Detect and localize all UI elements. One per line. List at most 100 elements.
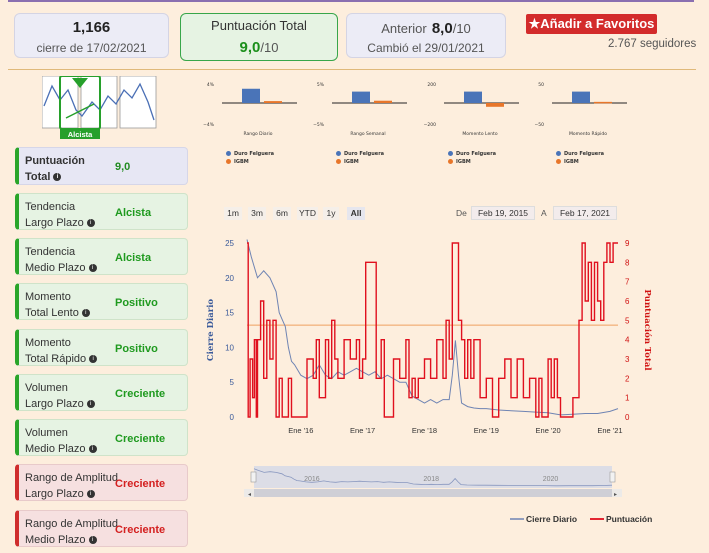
mini-bar-series1	[242, 88, 260, 103]
info-icon[interactable]: i	[88, 445, 97, 454]
sidebar-item-label: Volumen Medio Plazo i	[25, 425, 97, 457]
mini-chart: 4% −4% Rango Diario	[203, 82, 297, 137]
score-card: Puntuación Total 9,0/10	[180, 13, 338, 61]
range-button[interactable]: 1m	[224, 207, 242, 220]
mini-bar-series1	[464, 91, 482, 103]
mini-bar-series1	[352, 91, 370, 103]
right-axis-tick: 3	[625, 355, 630, 364]
navigator-right-handle[interactable]	[609, 471, 616, 483]
mini-legend-label: Duro Felguera	[234, 151, 275, 157]
info-icon[interactable]: i	[89, 355, 98, 364]
to-date-input[interactable]: Feb 17, 2021	[553, 206, 617, 220]
from-label: De	[456, 208, 467, 218]
mini-legend-item[interactable]: IGBM	[226, 159, 249, 165]
range-button[interactable]: YTD	[297, 207, 318, 220]
mini-chart-title: Momento Rápido	[569, 130, 607, 137]
mini-legend-item[interactable]: IGBM	[336, 159, 359, 165]
sidebar-item[interactable]: Rango de Amplitud Largo Plazo i Creciente	[15, 464, 188, 501]
info-icon[interactable]: i	[88, 536, 97, 545]
sidebar-item-title: Momento	[25, 291, 71, 303]
right-axis-tick: 0	[625, 413, 630, 422]
range-button[interactable]: 6m	[273, 207, 291, 220]
sidebar-item-subtitle-text: Total	[25, 171, 51, 183]
sidebar-item[interactable]: Momento Total Rápido i Positivo	[15, 329, 188, 366]
from-date-input[interactable]: Feb 19, 2015	[471, 206, 535, 220]
mini-legend-item[interactable]: Duro Felguera	[448, 151, 496, 157]
mini-ymin: −200	[424, 122, 436, 128]
navigator-left-handle[interactable]	[250, 471, 257, 483]
navigator-tick: 2018	[423, 476, 439, 483]
right-axis-tick: 1	[625, 394, 630, 403]
sidebar-item-subtitle-text: Medio Plazo	[25, 534, 86, 546]
range-button[interactable]: 3m	[248, 207, 266, 220]
mini-legend-label: Duro Felguera	[564, 151, 605, 157]
legend-dot-icon	[336, 151, 341, 156]
legend-dot-icon	[448, 159, 453, 164]
left-axis-title: Cierre Diario	[206, 299, 216, 362]
navigator-tick: 2016	[304, 476, 320, 483]
score-line: 9,0/10	[181, 37, 337, 56]
mini-legend-item[interactable]: Duro Felguera	[226, 151, 274, 157]
left-axis-tick: 25	[225, 239, 234, 248]
add-favorite-button[interactable]: ★Añadir a Favoritos	[526, 14, 657, 34]
mini-ymin: −5%	[313, 122, 325, 128]
sidebar-item[interactable]: Tendencia Largo Plazo i Alcista	[15, 193, 188, 230]
sidebar-item[interactable]: Volumen Medio Plazo i Creciente	[15, 419, 188, 456]
sidebar-item[interactable]: Volumen Largo Plazo i Creciente	[15, 374, 188, 411]
info-icon[interactable]: i	[86, 219, 95, 228]
sidebar-item-label: Rango de Amplitud Largo Plazo i	[25, 470, 118, 502]
sidebar-item-subtitle-text: Largo Plazo	[25, 217, 84, 229]
x-axis-tick: Ene '18	[412, 426, 437, 435]
previous-value: 8,0	[431, 20, 453, 37]
info-icon[interactable]: i	[81, 309, 90, 318]
mini-legend-item[interactable]: Duro Felguera	[336, 151, 384, 157]
sidebar-item[interactable]: Puntuación Total i 9,0	[15, 147, 188, 185]
sidebar-item[interactable]: Momento Total Lento i Positivo	[15, 283, 188, 320]
sidebar-item-title: Momento	[25, 337, 71, 349]
star-icon: ★	[528, 16, 541, 31]
info-icon[interactable]: i	[86, 400, 95, 409]
legend-dot-icon	[226, 151, 231, 156]
sidebar-item-label: Volumen Largo Plazo i	[25, 380, 95, 412]
sidebar-item-subtitle-text: Medio Plazo	[25, 443, 86, 455]
navigator-scrollbar-thumb[interactable]	[254, 489, 612, 497]
sidebar-item-title: Tendencia	[25, 246, 76, 258]
sidebar-item[interactable]: Rango de Amplitud Medio Plazo i Creciente	[15, 510, 188, 547]
mini-ymin: −4%	[203, 122, 215, 128]
info-icon[interactable]: i	[53, 173, 62, 182]
mini-chart: 200 −200 Momento Lento	[424, 82, 519, 137]
sidebar-item[interactable]: Tendencia Medio Plazo i Alcista	[15, 238, 188, 275]
range-button[interactable]: All	[347, 207, 365, 220]
navigator-window[interactable]	[254, 466, 612, 488]
legend-dot-icon	[226, 159, 231, 164]
left-axis-tick: 5	[230, 378, 235, 387]
right-axis-tick: 2	[625, 374, 630, 383]
mini-legend-label: Duro Felguera	[456, 151, 497, 157]
sidebar-item-subtitle-text: Total Lento	[25, 307, 79, 319]
range-button[interactable]: 1y	[323, 207, 339, 220]
main-legend: Cierre Diario Puntuación	[510, 514, 652, 524]
x-axis-tick: Ene '19	[474, 426, 499, 435]
mini-chart-title: Momento Lento	[462, 131, 497, 137]
score-line	[247, 242, 618, 418]
mini-legend-item[interactable]: Duro Felguera	[556, 151, 604, 157]
mini-bar-series2	[594, 101, 612, 104]
info-icon[interactable]: i	[86, 490, 95, 499]
navigator[interactable]: 2016 2018 2020 ◂ ▸	[244, 466, 622, 498]
info-icon[interactable]: i	[88, 264, 97, 273]
legend-price-label[interactable]: Cierre Diario	[526, 514, 577, 524]
sidebar-item-value: Alcista	[115, 207, 152, 219]
mini-chart-title: Rango Diario	[243, 131, 272, 137]
sidebar-item-value: Creciente	[115, 478, 166, 490]
legend-score-label[interactable]: Puntuación	[606, 514, 652, 524]
score-value: 9,0	[239, 39, 261, 56]
right-axis-tick: 6	[625, 297, 630, 306]
scroll-left-icon[interactable]: ◂	[248, 491, 251, 498]
right-axis-tick: 4	[625, 336, 630, 345]
scroll-right-icon[interactable]: ▸	[614, 491, 617, 498]
previous-caption: Cambió el 29/01/2021	[367, 41, 485, 55]
mini-ymin: −50	[535, 122, 545, 128]
mini-legend-item[interactable]: IGBM	[556, 159, 579, 165]
sidebar-item-value: Positivo	[115, 343, 158, 355]
mini-legend-item[interactable]: IGBM	[448, 159, 471, 165]
